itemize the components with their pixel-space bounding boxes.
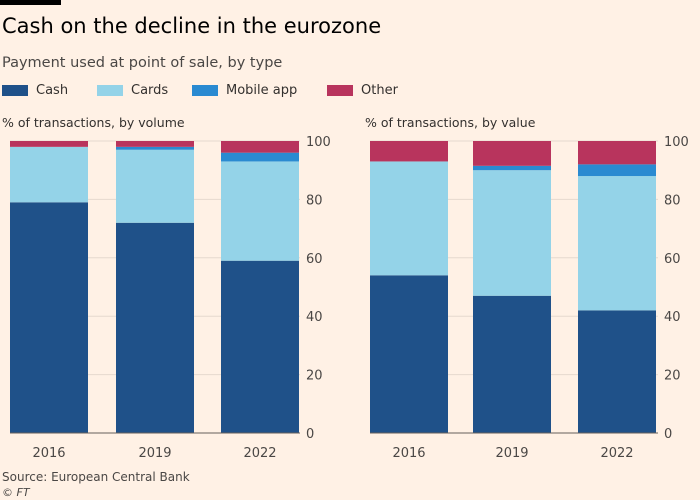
ytick-label-value-40: 40: [664, 310, 681, 325]
bar-volume-2016-cash: [10, 202, 88, 433]
bar-value-2016-other: [370, 141, 448, 162]
bar-volume-2022-mobile-app: [221, 152, 299, 162]
xtick-label-volume-2016: 2016: [32, 446, 65, 461]
bar-volume-2022-cash: [221, 260, 299, 433]
bar-volume-2019-cash: [116, 222, 194, 433]
legend-item-cards: Cards: [97, 83, 168, 98]
xtick-label-value-2016: 2016: [392, 446, 425, 461]
ytick-label-volume-60: 60: [306, 252, 323, 267]
legend-item-cash: Cash: [2, 83, 68, 98]
xtick-label-value-2022: 2022: [600, 446, 633, 461]
legend-item-other: Other: [327, 83, 398, 98]
ytick-label-volume-100: 100: [306, 135, 331, 150]
legend-item-mobile-app: Mobile app: [192, 83, 297, 98]
credit-note: © FT: [2, 486, 30, 499]
legend-swatch-other: [327, 85, 353, 96]
ytick-label-value-80: 80: [664, 193, 681, 208]
legend-label-other: Other: [361, 83, 398, 98]
ytick-label-volume-0: 0: [306, 427, 314, 442]
xtick-label-value-2019: 2019: [495, 446, 528, 461]
bar-volume-2019-cards: [116, 149, 194, 223]
legend-label-cash: Cash: [36, 83, 69, 98]
bar-value-2022-other: [578, 141, 656, 165]
chart-title: Cash on the decline in the eurozone: [2, 14, 382, 38]
bar-value-2022-mobile-app: [578, 164, 656, 177]
bar-volume-2022-other: [221, 141, 299, 153]
xtick-label-volume-2019: 2019: [138, 446, 171, 461]
bar-value-2022-cards: [578, 176, 656, 311]
ytick-label-volume-40: 40: [306, 310, 323, 325]
legend-swatch-cash: [2, 85, 28, 96]
legend: Cash Cards Mobile app Other: [2, 83, 692, 101]
bar-value-2019-cash: [473, 295, 551, 433]
ytick-label-value-60: 60: [664, 252, 681, 267]
source-note: Source: European Central Bank: [2, 470, 190, 484]
legend-label-cards: Cards: [131, 83, 169, 98]
legend-label-mobile-app: Mobile app: [226, 83, 298, 98]
panel-title-value: % of transactions, by value: [365, 115, 536, 130]
bar-value-2019-mobile-app: [473, 165, 551, 171]
ytick-label-value-20: 20: [664, 369, 681, 384]
ytick-label-volume-80: 80: [306, 193, 323, 208]
ytick-label-value-0: 0: [664, 427, 672, 442]
bar-value-2019-other: [473, 141, 551, 166]
legend-swatch-mobile-app: [192, 85, 218, 96]
bar-volume-2016-cards: [10, 146, 88, 203]
bar-volume-2016-other: [10, 141, 88, 147]
brand-bar: [0, 0, 61, 5]
legend-swatch-cards: [97, 85, 123, 96]
xtick-label-volume-2022: 2022: [243, 446, 276, 461]
ytick-label-value-100: 100: [664, 135, 689, 150]
bar-value-2016-cash: [370, 275, 448, 433]
bar-value-2019-cards: [473, 170, 551, 296]
bar-volume-2022-cards: [221, 161, 299, 261]
bar-value-2016-cards: [370, 161, 448, 276]
bar-volume-2019-mobile-app: [116, 146, 194, 150]
panel-title-volume: % of transactions, by volume: [2, 115, 185, 130]
bar-value-2022-cash: [578, 310, 656, 433]
chart-subtitle: Payment used at point of sale, by type: [2, 55, 283, 71]
bar-volume-2019-other: [116, 141, 194, 147]
ytick-label-volume-20: 20: [306, 369, 323, 384]
